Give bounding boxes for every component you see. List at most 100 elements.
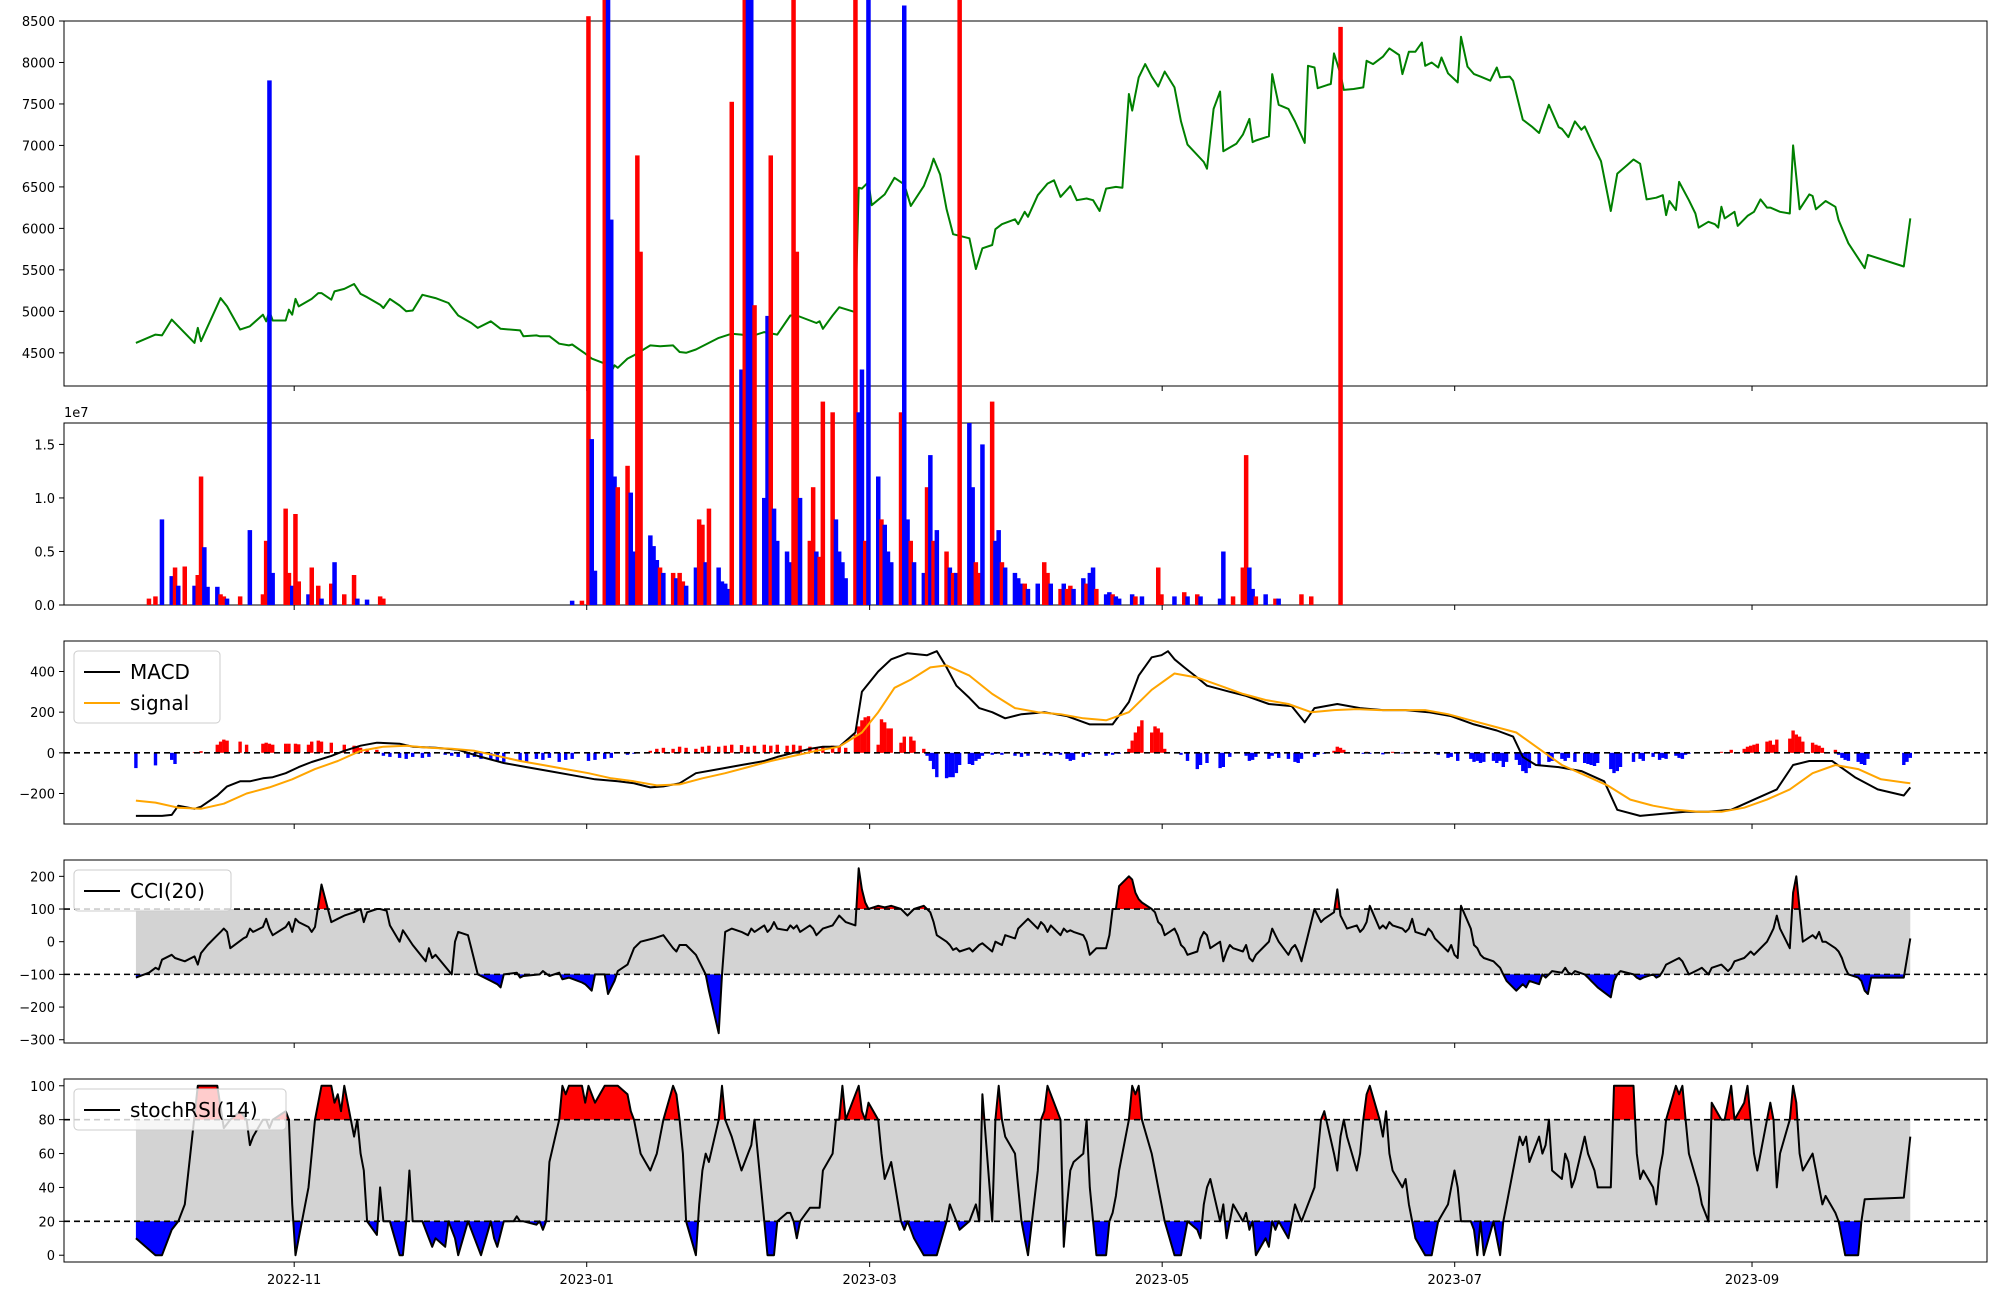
macd-histogram-bar	[173, 753, 176, 764]
macd-histogram-bar	[1769, 741, 1772, 753]
macd-panel-frame	[64, 641, 1987, 824]
macd-histogram-bar	[1814, 745, 1817, 753]
volume-bar	[1117, 599, 1122, 605]
macd-histogram-bar	[1498, 753, 1501, 761]
macd-histogram-bar	[1515, 753, 1518, 760]
macd-histogram-bar	[763, 745, 766, 753]
macd-histogram-bar	[886, 728, 889, 752]
macd-histogram-bar	[1020, 753, 1023, 757]
macd-histogram-bar	[724, 746, 727, 753]
macd-histogram-bar	[1186, 753, 1189, 761]
macd-histogram-bar	[753, 746, 756, 753]
macd-histogram-bar	[1492, 753, 1495, 761]
macd-histogram-bar	[864, 717, 867, 753]
volume-bar	[1198, 596, 1203, 605]
macd-histogram-bar	[216, 745, 219, 753]
volume-bar	[1185, 596, 1190, 605]
macd-histogram-bar	[1847, 753, 1850, 761]
macd-histogram-bar	[971, 753, 974, 765]
macd-histogram-bar	[265, 743, 268, 753]
macd-histogram-bar	[932, 753, 935, 769]
macd-x-ticks	[294, 824, 1752, 829]
macd-histogram-bar	[707, 746, 710, 753]
x-tick-label: 2023-05	[1135, 1273, 1189, 1288]
stochrsi-y-tick-label: 40	[38, 1181, 55, 1196]
volume-bar	[355, 599, 360, 605]
stochrsi-oversold-fill-area	[901, 1221, 947, 1255]
macd-histogram-bar	[405, 753, 408, 759]
volume-bar	[1172, 596, 1177, 605]
price-y-tick-label: 7000	[22, 139, 55, 154]
macd-histogram-bar	[951, 753, 954, 777]
macd-histogram-bar	[991, 753, 994, 755]
volume-bar	[866, 0, 871, 605]
macd-histogram-bar	[1798, 737, 1801, 753]
volume-bar	[147, 599, 152, 605]
macd-histogram-bar	[701, 747, 704, 753]
macd-histogram-bar	[1756, 744, 1759, 753]
macd-histogram-bar	[769, 746, 772, 753]
volume-bar	[332, 562, 337, 605]
volume-bar	[160, 519, 165, 605]
macd-histogram-bar	[1450, 753, 1453, 757]
macd-histogram-bar	[1000, 753, 1003, 755]
macd-histogram-bar	[1811, 743, 1814, 753]
macd-histogram-bar	[955, 753, 958, 773]
macd-histogram-bar	[1134, 733, 1137, 753]
cci-oversold-fill	[136, 974, 1904, 1033]
macd-histogram-bar	[1593, 753, 1596, 766]
macd-histogram-bar	[294, 744, 297, 753]
x-tick-label: 2022-11	[267, 1273, 321, 1288]
volume-bar	[707, 509, 712, 605]
cci-overbought-fill	[318, 868, 1800, 909]
macd-histogram-bar	[1658, 753, 1661, 760]
macd-histogram-bar	[564, 753, 567, 760]
macd-histogram-bar	[525, 753, 528, 762]
volume-bar	[1159, 594, 1164, 605]
volume-bar	[1309, 596, 1314, 605]
macd-histogram-bar	[1840, 753, 1843, 758]
volume-y-tick-label: 1.0	[34, 492, 55, 507]
x-tick-label: 2023-01	[560, 1273, 614, 1288]
macd-histogram-bar	[730, 745, 733, 753]
volume-bar	[580, 601, 585, 605]
macd-histogram-bar	[1788, 739, 1791, 753]
macd-y-tick-label: 400	[30, 666, 55, 681]
x-tick-label: 2023-09	[1725, 1273, 1779, 1288]
volume-bar	[310, 568, 315, 606]
macd-histogram-bar	[238, 742, 241, 753]
macd-histogram-bar	[1791, 731, 1794, 753]
macd-histogram-bar	[1456, 753, 1459, 761]
macd-histogram-bar	[1746, 747, 1749, 753]
volume-bar	[365, 600, 370, 605]
macd-histogram-bar	[1293, 753, 1296, 762]
macd-histogram-bar	[310, 742, 313, 753]
volume-y-tick-label: 0.0	[34, 599, 55, 614]
price-y-tick-label: 4500	[22, 347, 55, 362]
cci-y-tick-label: 200	[30, 870, 55, 885]
macd-histogram-bar	[245, 745, 248, 753]
macd-histogram-bar	[1661, 753, 1664, 758]
macd-histogram-bar	[284, 744, 287, 753]
macd-histogram-bar	[1271, 753, 1274, 756]
macd-histogram-group	[134, 716, 1912, 778]
macd-histogram-bar	[134, 753, 137, 768]
volume-x-ticks	[294, 605, 1752, 610]
macd-histogram-bar	[1336, 747, 1339, 753]
cci-y-tick-label: 100	[30, 903, 55, 918]
volume-bar	[1003, 568, 1008, 606]
macd-histogram-bar	[1860, 753, 1863, 764]
macd-histogram-bar	[1821, 748, 1824, 753]
macd-histogram-bar	[1401, 753, 1404, 754]
macd-histogram-bar	[1537, 753, 1540, 765]
macd-histogram-bar	[541, 753, 544, 760]
price-y-tick-label: 8500	[22, 15, 55, 30]
macd-histogram-bar	[1300, 753, 1303, 759]
price-line	[136, 37, 1910, 372]
macd-histogram-bar	[170, 753, 173, 760]
macd-histogram-bar	[958, 753, 961, 765]
macd-histogram-bar	[1596, 753, 1599, 763]
macd-histogram-bar	[320, 742, 323, 753]
